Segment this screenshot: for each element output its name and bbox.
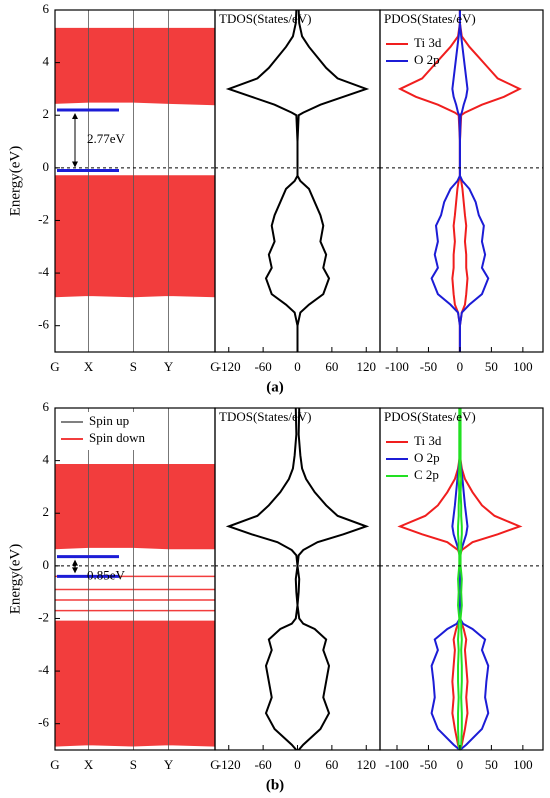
arrow-head <box>72 559 78 566</box>
legend-label: O 2p <box>414 450 440 465</box>
y-tick-label: -6 <box>38 715 49 730</box>
band-region <box>54 620 216 747</box>
x-tick-label: S <box>130 359 137 374</box>
legend-label: O 2p <box>414 52 440 67</box>
x-tick-label: 50 <box>485 757 498 772</box>
panel-frame <box>379 407 544 751</box>
dos-curve <box>296 9 370 352</box>
x-tick-label: -60 <box>254 359 271 374</box>
legend-label: Spin up <box>89 413 129 428</box>
y-tick-label: 4 <box>43 452 50 467</box>
x-tick-label: 0 <box>457 757 464 772</box>
x-tick-label: G <box>50 757 59 772</box>
band-region <box>54 464 216 550</box>
panel-frame <box>214 407 381 751</box>
y-tick-label: 6 <box>43 1 50 16</box>
x-tick-label: S <box>130 757 137 772</box>
panel-title: TDOS(States/eV) <box>219 11 311 26</box>
dos-curve <box>225 407 299 751</box>
panel-label: (a) <box>266 379 284 395</box>
arrow-head <box>72 161 78 168</box>
panel-frame <box>214 9 381 353</box>
dos-curve <box>458 408 490 751</box>
arrow-head <box>72 112 78 119</box>
panel-frame <box>379 9 544 353</box>
gap-annotation: 2.77eV <box>87 131 126 146</box>
x-tick-label: -100 <box>385 757 409 772</box>
dos-curve <box>296 407 370 751</box>
y-tick-label: -2 <box>38 211 49 226</box>
x-tick-label: 0 <box>294 757 301 772</box>
y-axis-label: Energy(eV) <box>7 146 23 217</box>
dos-curve <box>457 408 461 751</box>
panel-label: (b) <box>266 777 284 793</box>
y-tick-label: 0 <box>43 557 50 572</box>
x-tick-label: 0 <box>457 359 464 374</box>
dos-curve <box>458 10 490 352</box>
legend-label: C 2p <box>414 467 439 482</box>
y-tick-label: 2 <box>43 504 50 519</box>
dos-curve <box>225 9 299 352</box>
dos-curve <box>430 10 461 352</box>
x-tick-label: Y <box>164 757 174 772</box>
panel-title: PDOS(States/eV) <box>384 409 476 424</box>
x-tick-label: G <box>210 757 219 772</box>
y-axis-label: Energy(eV) <box>7 544 23 615</box>
x-tick-label: -100 <box>385 359 409 374</box>
x-tick-label: -50 <box>420 359 437 374</box>
panel-title: PDOS(States/eV) <box>384 11 476 26</box>
y-tick-label: 6 <box>43 399 50 414</box>
band-region <box>54 175 216 298</box>
dos-curve <box>458 10 522 352</box>
y-tick-label: -6 <box>38 317 49 332</box>
legend-label: Ti 3d <box>414 433 442 448</box>
x-tick-label: G <box>210 359 219 374</box>
legend-box <box>59 412 159 450</box>
y-tick-label: -4 <box>38 264 49 279</box>
x-tick-label: 60 <box>325 757 338 772</box>
x-tick-label: 120 <box>357 359 377 374</box>
x-tick-label: G <box>50 359 59 374</box>
x-tick-label: 50 <box>485 359 498 374</box>
y-tick-label: -2 <box>38 609 49 624</box>
x-tick-label: 60 <box>325 359 338 374</box>
y-tick-label: -4 <box>38 662 49 677</box>
x-tick-label: -120 <box>217 757 241 772</box>
legend-label: Spin down <box>89 430 145 445</box>
y-tick-label: 0 <box>43 159 50 174</box>
x-tick-label: X <box>84 757 94 772</box>
x-tick-label: -120 <box>217 359 241 374</box>
x-tick-label: Y <box>164 359 174 374</box>
band-region <box>54 27 216 106</box>
dos-curve <box>458 408 463 751</box>
gap-annotation: 0.85eV <box>87 567 126 582</box>
x-tick-label: 100 <box>513 359 533 374</box>
dos-curve <box>458 408 523 751</box>
x-tick-label: 100 <box>513 757 533 772</box>
y-tick-label: 4 <box>43 54 50 69</box>
dos-curve <box>430 408 461 751</box>
y-tick-label: 2 <box>43 106 50 121</box>
legend-label: Ti 3d <box>414 35 442 50</box>
x-tick-label: 0 <box>294 359 301 374</box>
x-tick-label: 120 <box>357 757 377 772</box>
x-tick-label: -60 <box>254 757 271 772</box>
x-tick-label: X <box>84 359 94 374</box>
x-tick-label: -50 <box>420 757 437 772</box>
arrow-head <box>72 567 78 574</box>
panel-title: TDOS(States/eV) <box>219 409 311 424</box>
